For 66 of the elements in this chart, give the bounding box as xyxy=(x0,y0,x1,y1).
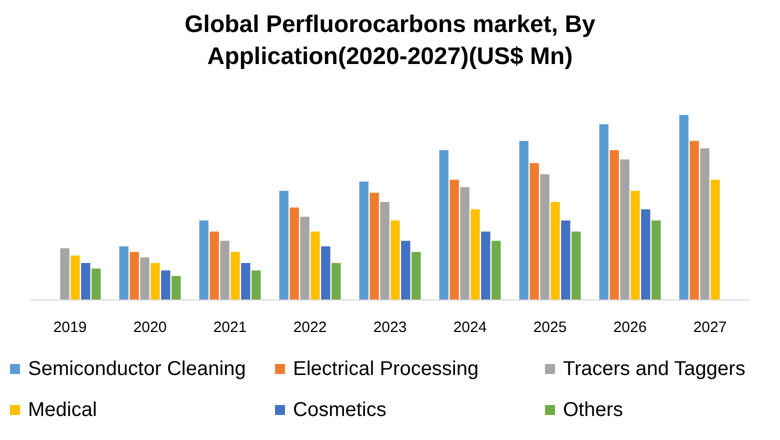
x-tick-label: 2020 xyxy=(133,319,167,336)
bar xyxy=(412,252,421,300)
x-tick-label: 2027 xyxy=(693,319,727,336)
bar xyxy=(140,257,150,300)
bar xyxy=(220,240,230,300)
bar xyxy=(332,263,341,300)
bar xyxy=(161,270,170,300)
bar xyxy=(641,209,650,300)
bar xyxy=(401,240,410,300)
legend-label: Tracers and Taggers xyxy=(563,358,746,380)
bar xyxy=(172,276,181,300)
bar xyxy=(439,150,448,300)
bar xyxy=(492,240,501,300)
bar xyxy=(92,268,101,300)
chart-title: Global Perfluorocarbons market, By Application(2020-2027)(US$ Mn) xyxy=(184,11,596,70)
bar xyxy=(300,216,310,300)
bar xyxy=(481,232,490,300)
bar xyxy=(150,263,160,300)
bar xyxy=(561,220,570,300)
bar xyxy=(370,192,379,300)
bar xyxy=(550,202,560,300)
bar xyxy=(380,202,390,300)
bar xyxy=(70,256,80,300)
legend-label: Electrical Processing xyxy=(293,358,479,380)
bar xyxy=(540,174,550,300)
x-tick-label: 2021 xyxy=(213,319,247,336)
bar xyxy=(620,159,630,300)
x-tick-label: 2023 xyxy=(373,319,407,336)
x-tick-label: 2025 xyxy=(533,319,567,336)
bar xyxy=(241,263,250,300)
bar xyxy=(519,140,528,300)
bar xyxy=(81,263,90,300)
bar xyxy=(460,187,470,300)
bar xyxy=(321,246,330,300)
legend-label: Others xyxy=(563,399,624,421)
bar xyxy=(700,148,710,300)
bar xyxy=(679,115,688,300)
x-tick-label: 2022 xyxy=(293,319,327,336)
bar xyxy=(610,150,619,300)
bar xyxy=(60,248,70,300)
bar xyxy=(279,190,288,300)
bar xyxy=(359,182,368,300)
bar xyxy=(599,124,608,300)
bar xyxy=(252,270,261,300)
legend-label: Medical xyxy=(28,399,97,421)
bar xyxy=(290,208,299,300)
bar xyxy=(199,220,208,300)
legend-label: Cosmetics xyxy=(293,399,386,421)
bar xyxy=(310,232,320,300)
bar xyxy=(230,252,240,300)
bar xyxy=(470,209,480,300)
legend-label: Semiconductor Cleaning xyxy=(28,358,246,380)
x-tick-label: 2024 xyxy=(453,319,487,336)
bar xyxy=(530,163,539,300)
x-tick-label: 2019 xyxy=(53,319,87,336)
bar xyxy=(572,232,581,300)
bar xyxy=(130,252,139,300)
bar xyxy=(630,190,640,300)
bar xyxy=(390,220,400,300)
bar xyxy=(119,246,128,300)
bar xyxy=(450,180,459,300)
bar xyxy=(710,180,720,300)
x-tick-label: 2026 xyxy=(613,319,647,336)
bar xyxy=(652,220,661,300)
bar xyxy=(690,140,699,300)
bar xyxy=(210,232,219,300)
